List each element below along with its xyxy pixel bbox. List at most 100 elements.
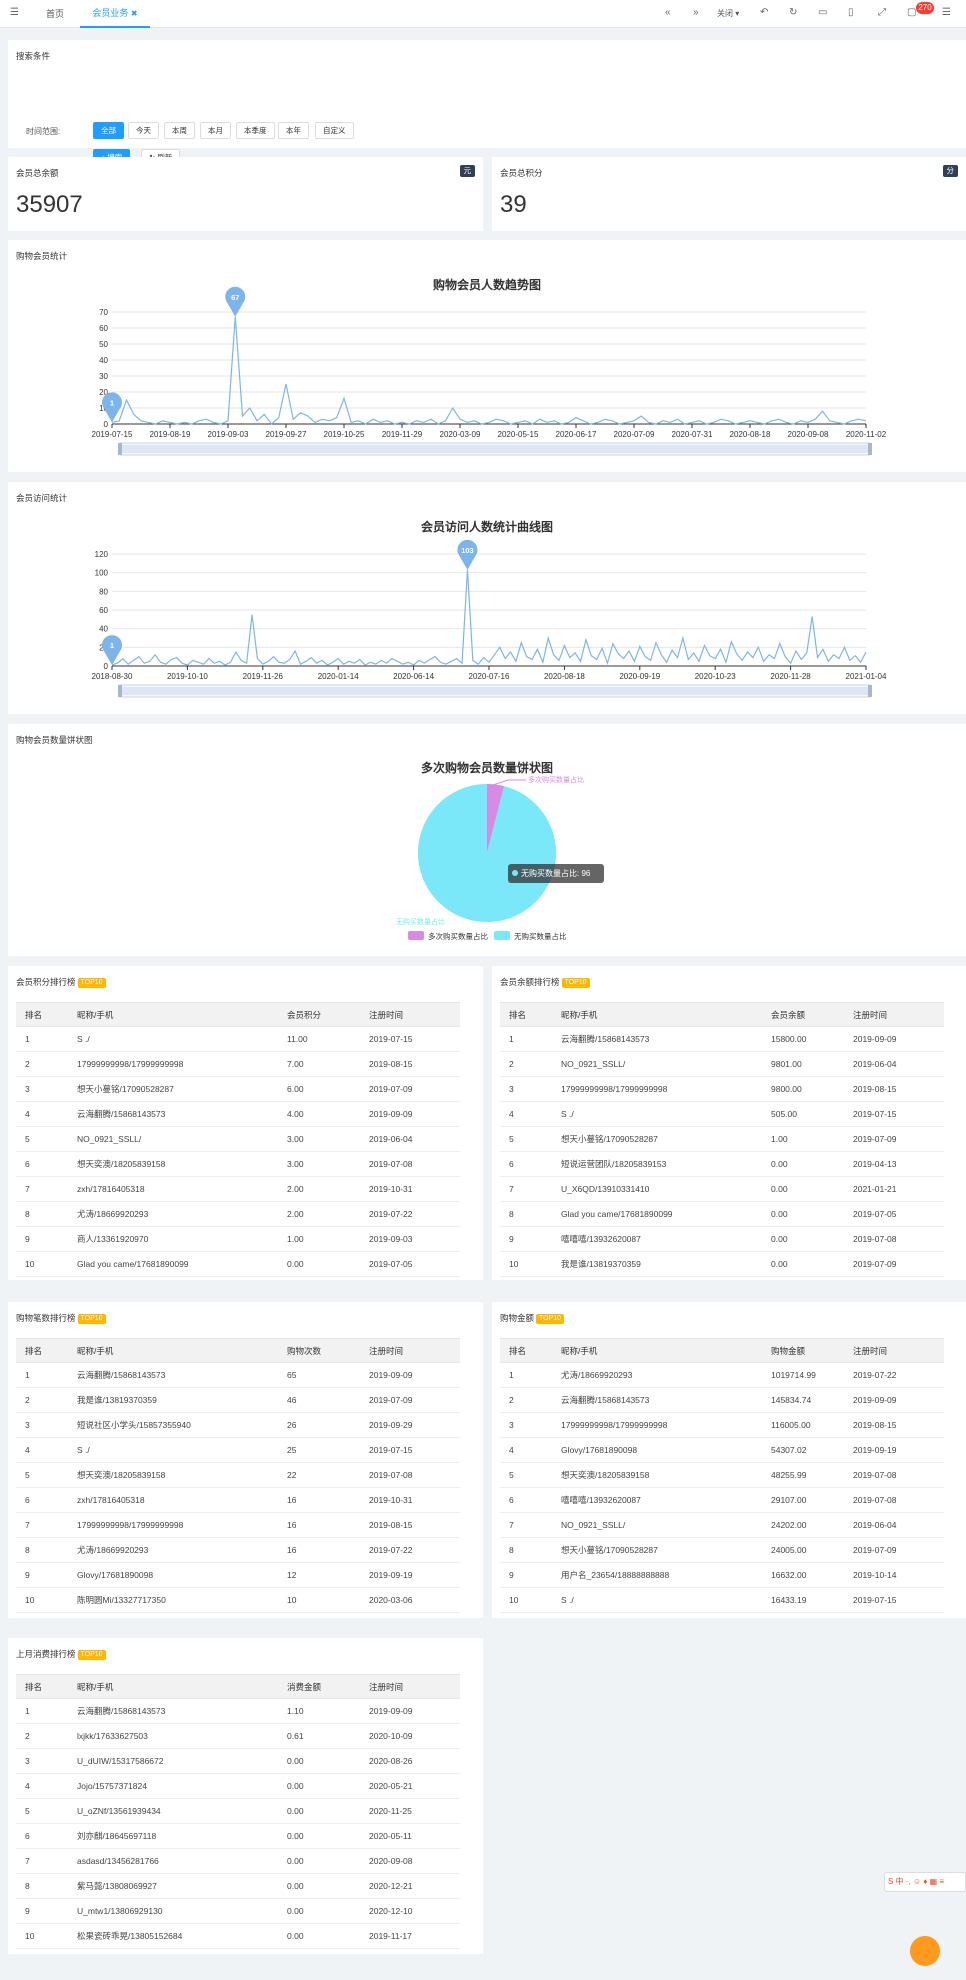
table-cell: 2019-10-14: [844, 1562, 944, 1588]
table-cell: 1: [500, 1362, 552, 1388]
table-cell: 2: [500, 1387, 552, 1413]
close-menu[interactable]: 关闭 ▾: [717, 9, 740, 18]
table-header: 排名: [16, 1002, 68, 1027]
table-row: 8 尤涛/18669920293 16 2019-07-22: [16, 1537, 460, 1563]
pie-section-title: 购物会员数量饼状图: [16, 735, 93, 745]
fullscreen-icon[interactable]: ⤢: [878, 7, 886, 18]
table-cell: 2019-07-09: [844, 1537, 944, 1563]
table-cell: 16: [278, 1487, 360, 1513]
visit-stats-card: 会员访问统计 会员访问人数统计曲线图 0204060801001202018-0…: [8, 482, 966, 714]
table-row: 5 想天小蔓铭/17090528287 1.00 2019-07-09: [500, 1126, 944, 1152]
table-header: 排名: [16, 1674, 68, 1699]
table-cell: 2019-09-09: [360, 1101, 460, 1127]
table-cell: 65: [278, 1362, 360, 1388]
table-row: 7 U_X6QD/13910331410 0.00 2021-01-21: [500, 1176, 944, 1202]
shopping-ytick-label: 20: [99, 388, 108, 397]
table-cell: 1: [16, 1026, 68, 1052]
next-icon[interactable]: »: [693, 7, 699, 18]
table-cell: 7.00: [278, 1051, 360, 1077]
table-row: 10 我是谁/13819370359 0.00 2019-07-09: [500, 1251, 944, 1277]
time-option-custom[interactable]: 自定义: [315, 122, 354, 139]
tab-home[interactable]: 首页: [46, 9, 65, 19]
menu-icon[interactable]: ☰: [10, 7, 19, 18]
close-tab-icon[interactable]: ✖: [130, 9, 138, 18]
table-cell: 17999999998/17999999998: [68, 1512, 278, 1538]
table-row: 2 云海翻腾/15868143573 145834.74 2019-09-09: [500, 1387, 944, 1413]
visit-ytick-label: 120: [95, 550, 109, 559]
table-cell: 2: [16, 1387, 68, 1413]
table-cell: 云海翻腾/15868143573: [68, 1362, 278, 1388]
table-row: 3 U_dUIW/15317586672 0.00 2020-08-26: [16, 1748, 460, 1774]
chat-support-icon[interactable]: [910, 1936, 940, 1966]
table-cell: U_oZNf/13561939434: [68, 1798, 278, 1824]
visit-zoom-handle-right: [868, 685, 872, 697]
shopping-xtick-label: 2020-03-09: [440, 430, 481, 439]
table-cell: 5: [16, 1798, 68, 1824]
table-cell: 2019-07-09: [844, 1126, 944, 1152]
points-rank-badge: TOP10: [77, 977, 106, 988]
table-cell: 7: [16, 1176, 68, 1202]
shopping-marker-pin: [101, 392, 122, 423]
shopping-xtick-label: 2020-11-02: [846, 430, 887, 439]
visit-ytick-label: 100: [95, 569, 109, 578]
table-cell: 0.00: [278, 1923, 360, 1949]
more-icon[interactable]: ☰: [942, 7, 951, 18]
table-cell: 7: [16, 1848, 68, 1874]
table-cell: 116005.00: [762, 1412, 844, 1438]
bell-icon[interactable]: ▢: [907, 7, 917, 18]
time-option-week[interactable]: 本周: [164, 122, 195, 139]
shopping-zoom-range: [122, 445, 868, 453]
table-cell: 云海翻腾/15868143573: [552, 1387, 762, 1413]
table-cell: 2019-07-09: [844, 1251, 944, 1277]
table-row: 6 zxh/17816405318 16 2019-10-31: [16, 1487, 460, 1513]
table-row: 10 S ./16433.19 2019-07-15: [500, 1587, 944, 1613]
visit-zoom-range: [122, 687, 868, 695]
table-row: 4 Glovy/17681890098 54307.02 2019-09-19: [500, 1437, 944, 1463]
shopping-stats-card: 购物会员统计 购物会员人数趋势图 0 10 20 30 40 50 60 70 2019-07-…: [8, 240, 966, 472]
table-row: 8 想天小蔓铭/17090528287 24005.00 2019-07-09: [500, 1537, 944, 1563]
table-cell: 3.00: [278, 1151, 360, 1177]
table-row: 8 紫马懿/13808069927 0.00 2020-12-21: [16, 1873, 460, 1899]
table-cell: 5: [500, 1462, 552, 1488]
table-cell: 2020-03-06: [360, 1587, 460, 1613]
table-header: 排名: [500, 1002, 552, 1027]
pie-tooltip-box: [508, 864, 604, 883]
notification-badge: 270: [916, 2, 934, 14]
table-cell: 2019-08-15: [360, 1051, 460, 1077]
table-cell: 22: [278, 1462, 360, 1488]
pie-legend-label: 多次购买数量占比: [428, 931, 488, 941]
table-cell: 1: [16, 1698, 68, 1724]
table-cell: 10: [16, 1587, 68, 1613]
count-rank-card: 购物笔数排行榜 TOP10 排名 昵称/手机 购物次数 注册时间 1 云海翻腾/158681…: [8, 1302, 483, 1618]
table-cell: 2019-07-08: [844, 1487, 944, 1513]
time-range-label: 时间范围:: [26, 127, 61, 136]
table-cell: S ./: [68, 1026, 278, 1052]
time-option-year[interactable]: 本年: [278, 122, 309, 139]
close-menu-label: 关闭: [717, 9, 733, 18]
time-option-quarter[interactable]: 本季度: [236, 122, 275, 139]
time-option-today[interactable]: 今天: [128, 122, 159, 139]
points-rank-title-text: 会员积分排行榜: [16, 977, 76, 987]
mobile-icon[interactable]: ▯: [848, 7, 854, 18]
month-rank-title: 上月消费排行榜 TOP10: [16, 1648, 106, 1660]
time-option-month[interactable]: 本月: [200, 122, 231, 139]
time-option-all[interactable]: 全部: [93, 122, 124, 139]
table-row: 5 U_oZNf/13561939434 0.00 2020-11-25: [16, 1798, 460, 1824]
table-cell: 0.00: [278, 1873, 360, 1899]
table-row: 1 云海翻腾/15868143573 65 2019-09-09: [16, 1362, 460, 1388]
tab-member-business[interactable]: 会员业务 ✖: [80, 0, 150, 28]
prev-icon[interactable]: «: [665, 7, 671, 18]
undo-icon[interactable]: ↶: [760, 7, 769, 18]
refresh-icon[interactable]: ↻: [789, 7, 798, 18]
table-cell: 2019-10-31: [360, 1176, 460, 1202]
lock-icon[interactable]: ▭: [818, 7, 828, 18]
visit-marker: 103: [457, 539, 478, 570]
table-header: 会员余额: [762, 1002, 844, 1027]
table-header: 注册时间: [360, 1002, 460, 1027]
table-cell: 10: [278, 1587, 360, 1613]
table-cell: 2019-07-08: [844, 1226, 944, 1252]
pie-chart-title: 多次购物会员数量饼状图: [420, 761, 553, 775]
ime-widget[interactable]: S 中 ·, ☺ ♦ ▦ ≡: [884, 1872, 966, 1892]
shopping-xtick-label: 2019-07-15: [92, 430, 133, 439]
table-cell: 1.10: [278, 1698, 360, 1724]
